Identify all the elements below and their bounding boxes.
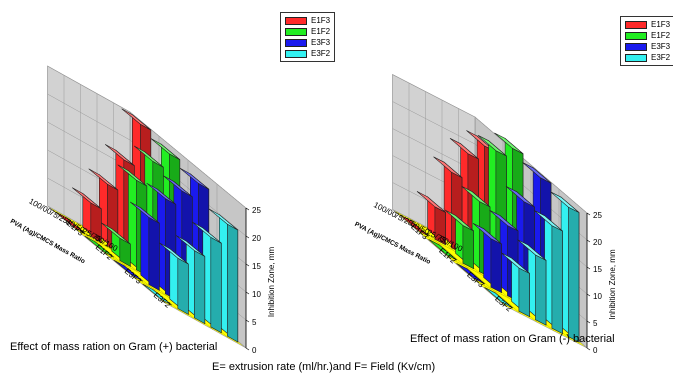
z-tick-label: 5 xyxy=(593,319,598,328)
legend-swatch xyxy=(285,39,307,47)
z-tick xyxy=(587,240,590,242)
z-tick xyxy=(587,213,590,215)
z-tick-label: 25 xyxy=(593,211,602,220)
legend-label: E1F2 xyxy=(311,27,330,36)
z-tick-label: 0 xyxy=(593,346,598,355)
bar-face-side xyxy=(519,268,530,317)
bar-face-side xyxy=(178,258,189,314)
legend-entry: E3F3 xyxy=(625,41,670,52)
z-tick xyxy=(246,320,249,322)
legend-entry: E3F3 xyxy=(285,37,330,48)
legend-entry: E3F2 xyxy=(285,48,330,59)
z-tick xyxy=(587,294,590,296)
legend-gram-positive: E1F3 E1F2 E3F3 E3F2 xyxy=(280,12,335,62)
z-tick xyxy=(246,236,249,238)
z-tick-label: 15 xyxy=(593,265,602,274)
z-tick-label: 20 xyxy=(593,238,602,247)
z-tick xyxy=(246,292,249,294)
bar-face-side xyxy=(491,239,502,293)
legend-label: E1F3 xyxy=(311,16,330,25)
legend-label: E1F2 xyxy=(651,31,670,40)
legend-gram-negative: E1F3 E1F2 E3F3 E3F2 xyxy=(620,16,673,66)
footnote: E= extrusion rate (ml/hr.)and F= Field (… xyxy=(212,361,435,373)
z-tick-label: 5 xyxy=(252,318,257,327)
legend-swatch xyxy=(285,17,307,25)
z-tick xyxy=(246,348,249,350)
z-tick xyxy=(246,264,249,266)
legend-swatch xyxy=(625,21,647,29)
caption-gram-negative: Effect of mass ration on Gram (-) bacter… xyxy=(410,333,615,345)
legend-label: E3F2 xyxy=(651,53,670,62)
bar-face-side xyxy=(149,217,160,290)
legend-label: E3F3 xyxy=(311,38,330,47)
legend-label: E3F2 xyxy=(311,49,330,58)
legend-swatch xyxy=(625,43,647,51)
z-tick-label: 10 xyxy=(593,292,602,301)
z-tick-label: 0 xyxy=(252,346,257,355)
bar-face-side xyxy=(535,255,546,325)
legend-swatch xyxy=(285,28,307,36)
legend-entry: E3F2 xyxy=(625,52,670,63)
legend-swatch xyxy=(285,50,307,58)
caption-gram-positive: Effect of mass ration on Gram (+) bacter… xyxy=(10,341,217,353)
chart-1: 0510152025Inhibition Zone, mm00/10025/75… xyxy=(353,75,617,356)
bar-face-side xyxy=(552,226,563,334)
z-tick-label: 15 xyxy=(252,262,261,271)
z-tick xyxy=(587,348,590,350)
bar-face-side xyxy=(211,237,222,332)
bar-face-side xyxy=(227,224,238,342)
legend-label: E1F3 xyxy=(651,20,670,29)
legend-entry: E1F2 xyxy=(285,26,330,37)
legend-entry: E1F2 xyxy=(625,30,670,41)
legend-entry: E1F3 xyxy=(285,15,330,26)
z-tick xyxy=(587,267,590,269)
z-tick xyxy=(587,321,590,323)
legend-entry: E1F3 xyxy=(625,19,670,30)
bar-face-side xyxy=(194,251,205,324)
legend-label: E3F3 xyxy=(651,42,670,51)
z-axis-label: Inhibition Zone, mm xyxy=(608,249,617,320)
z-axis-label: Inhibition Zone, mm xyxy=(267,247,276,318)
bar-face-side xyxy=(463,225,474,268)
z-tick xyxy=(246,208,249,210)
z-tick-label: 20 xyxy=(252,234,261,243)
z-tick-label: 25 xyxy=(252,206,261,215)
bar-face-side xyxy=(568,207,579,342)
z-tick-label: 10 xyxy=(252,290,261,299)
legend-swatch xyxy=(625,32,647,40)
legend-swatch xyxy=(625,54,647,62)
